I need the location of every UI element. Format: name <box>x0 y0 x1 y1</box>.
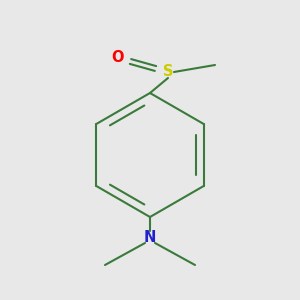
Text: N: N <box>144 230 156 245</box>
Text: O: O <box>112 50 124 65</box>
Text: S: S <box>163 64 173 80</box>
